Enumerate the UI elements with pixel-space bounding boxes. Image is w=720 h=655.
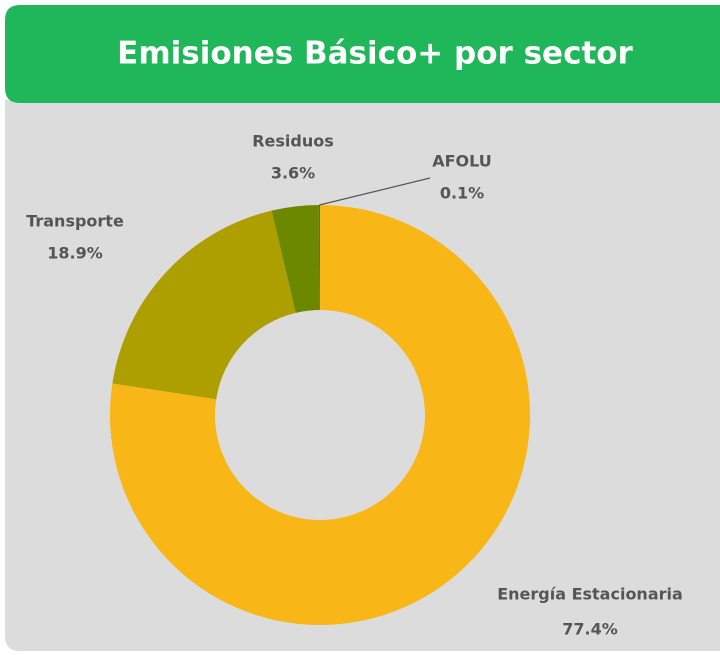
slice-name: Energía Estacionaria <box>497 585 683 604</box>
slice-value: 77.4% <box>562 620 618 639</box>
slice-name: AFOLU <box>432 152 492 171</box>
slice <box>109 205 530 625</box>
slice-value: 3.6% <box>271 164 315 183</box>
chart-title: Emisiones Básico+ por sector <box>117 36 633 72</box>
slice-name: Residuos <box>252 132 334 151</box>
leader-line <box>319 177 431 206</box>
slice-value: 0.1% <box>440 184 484 203</box>
header <box>5 5 720 103</box>
slice-name: Transporte <box>26 212 124 231</box>
slice <box>271 205 320 313</box>
slice <box>112 210 296 400</box>
slice <box>318 205 320 311</box>
slice-value: 18.9% <box>47 244 103 263</box>
